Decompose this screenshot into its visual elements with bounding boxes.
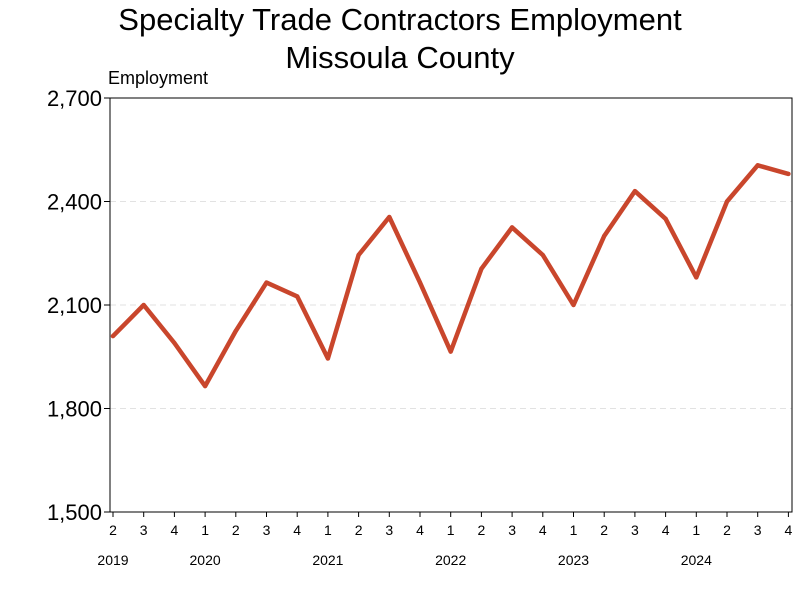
x-tick-label: 4 bbox=[785, 522, 793, 538]
data-point bbox=[694, 275, 699, 280]
x-tick-label: 4 bbox=[662, 522, 670, 538]
data-point bbox=[571, 303, 576, 307]
data-point bbox=[203, 384, 208, 389]
x-tick-label: 2 bbox=[723, 522, 731, 538]
x-tick-label: 4 bbox=[416, 522, 424, 538]
y-tick-label: 2,100 bbox=[47, 293, 102, 318]
data-point bbox=[141, 303, 146, 307]
x-tick-label: 3 bbox=[263, 522, 271, 538]
x-tick-label: 1 bbox=[201, 522, 209, 538]
x-tick-label: 2 bbox=[355, 522, 363, 538]
data-point bbox=[786, 171, 791, 176]
data-point bbox=[510, 225, 515, 230]
y-axis-label: Employment bbox=[108, 68, 209, 88]
data-point bbox=[295, 294, 300, 299]
year-label: 2023 bbox=[558, 552, 589, 568]
data-point bbox=[540, 252, 545, 257]
x-tick-label: 2 bbox=[600, 522, 608, 538]
x-tick-label: 4 bbox=[293, 522, 301, 538]
data-point bbox=[632, 189, 637, 194]
x-tick-label: 1 bbox=[324, 522, 332, 538]
year-label: 2024 bbox=[681, 552, 712, 568]
x-tick-label: 3 bbox=[754, 522, 762, 538]
data-point bbox=[356, 252, 361, 257]
year-label: 2022 bbox=[435, 552, 466, 568]
data-point bbox=[663, 216, 668, 221]
data-point bbox=[418, 280, 422, 285]
x-tick-label: 4 bbox=[171, 522, 179, 538]
data-point bbox=[172, 340, 177, 345]
year-label: 2020 bbox=[190, 552, 221, 568]
data-point bbox=[325, 356, 330, 361]
x-tick-label: 2 bbox=[109, 522, 117, 538]
x-tick-label: 3 bbox=[140, 522, 148, 538]
x-tick-label: 1 bbox=[447, 522, 455, 538]
y-tick-label: 1,800 bbox=[47, 397, 102, 422]
data-point bbox=[479, 266, 484, 271]
year-label: 2021 bbox=[312, 552, 343, 568]
x-tick-label: 2 bbox=[232, 522, 240, 538]
x-tick-label: 3 bbox=[385, 522, 393, 538]
x-tick-label: 4 bbox=[539, 522, 547, 538]
y-tick-label: 2,700 bbox=[47, 86, 102, 111]
y-tick-label: 1,500 bbox=[47, 500, 102, 525]
x-tick-label: 3 bbox=[508, 522, 516, 538]
chart-subtitle: Missoula County bbox=[285, 40, 515, 75]
x-tick-label: 2 bbox=[478, 522, 486, 538]
x-tick-label: 1 bbox=[692, 522, 700, 538]
x-tick-label: 1 bbox=[570, 522, 578, 538]
data-point bbox=[387, 215, 392, 220]
year-label: 2019 bbox=[97, 552, 128, 568]
data-point bbox=[233, 328, 238, 333]
data-point bbox=[111, 334, 115, 339]
data-point bbox=[725, 199, 729, 204]
chart-title: Specialty Trade Contractors Employment bbox=[118, 2, 682, 37]
y-tick-label: 2,400 bbox=[47, 190, 102, 215]
data-point bbox=[755, 163, 760, 168]
data-point bbox=[602, 234, 607, 238]
data-point bbox=[448, 349, 453, 354]
x-tick-label: 3 bbox=[631, 522, 639, 538]
data-point bbox=[264, 280, 269, 285]
